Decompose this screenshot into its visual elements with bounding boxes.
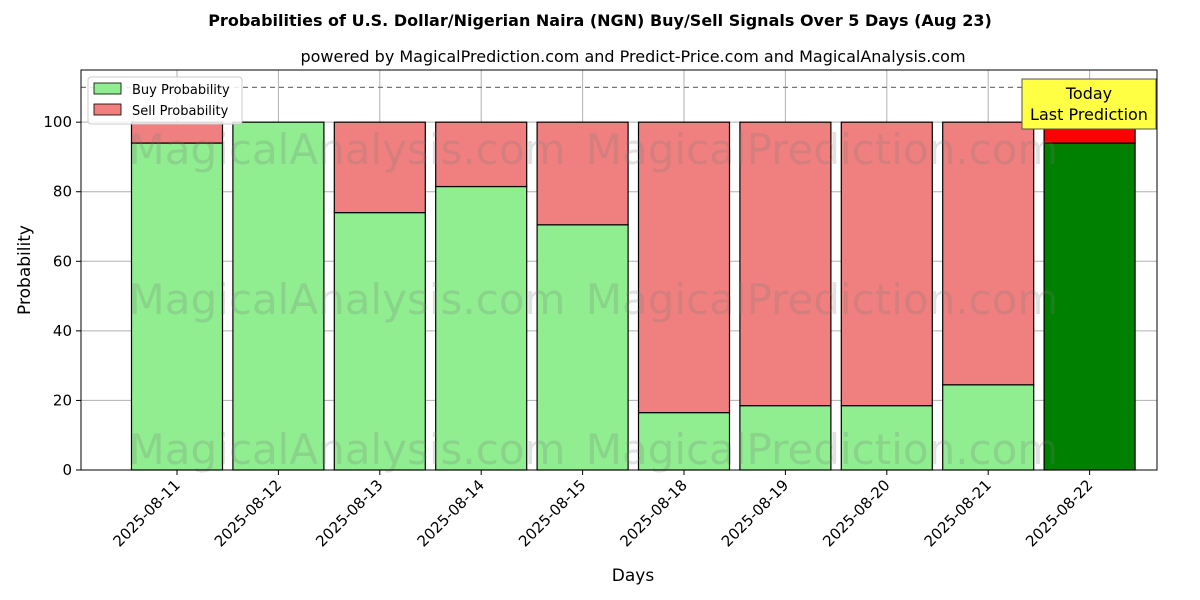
- y-axis-ticks: 0 20 40 60 80 100: [43, 113, 81, 479]
- legend-buy-label: Buy Probability: [132, 83, 230, 98]
- legend-buy-swatch: [93, 82, 122, 95]
- x-tick-label: 2025-08-18: [616, 476, 690, 550]
- buy-bar: [739, 405, 832, 471]
- watermarks-layer: MagicalAnalysis.com MagicalPrediction.com…: [129, 125, 1059, 474]
- buy-bar: [1043, 142, 1136, 471]
- x-tick-label: 2025-08-14: [414, 476, 488, 550]
- watermark-text: MagicalPrediction.com: [586, 125, 1059, 174]
- sell-bar: [435, 121, 528, 188]
- watermark-text: MagicalAnalysis.com: [129, 275, 566, 324]
- y-axis-label: Probability: [15, 225, 35, 315]
- x-tick-label: 2025-08-13: [312, 476, 386, 550]
- legend-sell-swatch: [93, 103, 122, 116]
- sell-bar: [333, 121, 426, 214]
- x-axis-ticks: 2025-08-11 2025-08-12 2025-08-13 2025-08-14…: [109, 470, 1096, 550]
- legend: Buy Probability Sell Probability: [87, 76, 243, 125]
- y-tick-label: 100: [43, 113, 72, 131]
- x-tick-label: 2025-08-12: [211, 476, 285, 550]
- y-tick-label: 20: [53, 391, 72, 409]
- watermark-text: MagicalAnalysis.com: [129, 125, 566, 174]
- sell-bar: [637, 121, 731, 414]
- x-tick-label: 2025-08-11: [109, 476, 183, 550]
- y-tick-label: 40: [53, 322, 72, 340]
- plot-frame: [80, 69, 1158, 471]
- sell-bar: [840, 121, 933, 407]
- buy-bar: [232, 121, 325, 471]
- x-axis-label: Days: [612, 566, 655, 586]
- today-annotation: Today Last Prediction: [1021, 78, 1157, 130]
- legend-box: [87, 76, 243, 125]
- buy-bar: [333, 212, 426, 471]
- watermark-text: MagicalPrediction.com: [586, 275, 1059, 324]
- x-tick-label: 2025-08-20: [819, 476, 893, 550]
- x-tick-label: 2025-08-21: [921, 476, 995, 550]
- today-badge: [1021, 78, 1157, 130]
- x-tick-label: 2025-08-22: [1022, 476, 1096, 550]
- buy-bar: [435, 185, 528, 471]
- buy-bar: [637, 412, 731, 471]
- x-tick-label: 2025-08-19: [718, 476, 792, 550]
- sell-bar: [739, 121, 832, 407]
- last-prediction-label: Last Prediction: [1030, 105, 1148, 124]
- today-label: Today: [1065, 84, 1112, 103]
- sell-bar: [536, 121, 629, 226]
- buy-bar: [130, 142, 224, 471]
- y-tick-label: 60: [53, 252, 72, 270]
- legend-sell-label: Sell Probability: [132, 104, 229, 119]
- x-tick-label: 2025-08-15: [515, 476, 589, 550]
- y-tick-label: 80: [53, 183, 72, 201]
- bars-layer: [130, 121, 1136, 471]
- chart-title: Probabilities of U.S. Dollar/Nigerian Na…: [208, 11, 992, 30]
- y-tick-label: 0: [62, 461, 72, 479]
- sell-bar: [942, 121, 1035, 386]
- watermark-text: MagicalAnalysis.com: [129, 425, 566, 474]
- buy-bar: [536, 224, 629, 471]
- chart-subtitle: powered by MagicalPrediction.com and Pre…: [300, 47, 965, 66]
- watermark-text: MagicalPrediction.com: [586, 425, 1059, 474]
- buy-bar: [840, 405, 933, 471]
